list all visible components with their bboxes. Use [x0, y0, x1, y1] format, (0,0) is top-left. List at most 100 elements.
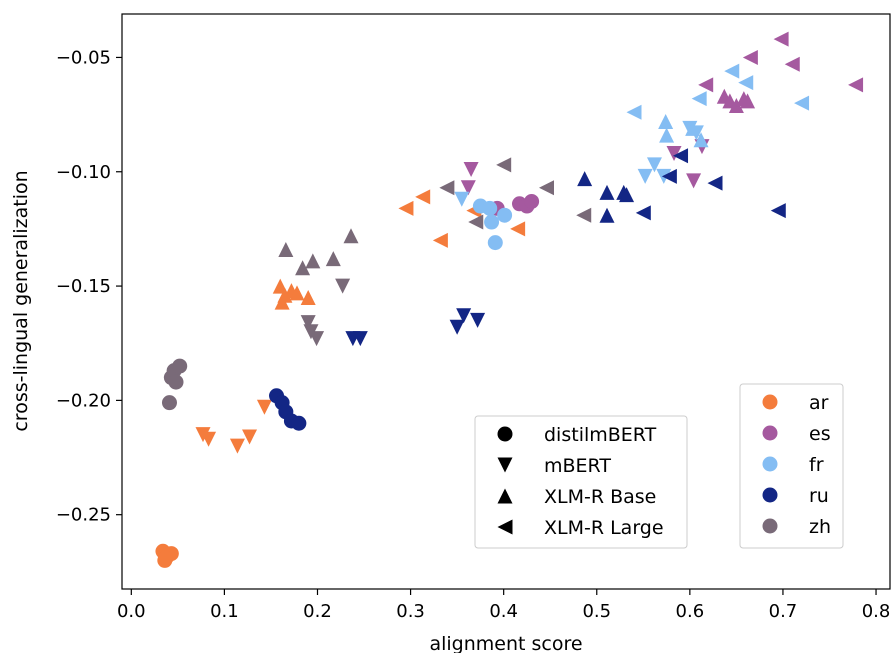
- x-tick-label: 0.6: [676, 601, 705, 622]
- data-point-es-triangle-up: [740, 93, 756, 109]
- data-point-ar-triangle-left: [510, 221, 526, 237]
- model-legend-marker: [497, 488, 513, 504]
- data-point-fr-triangle-up: [659, 127, 675, 143]
- data-point-es-triangle-left: [742, 49, 758, 65]
- data-point-zh-triangle-left: [538, 180, 554, 196]
- y-axis-label: cross-lingual generalization: [10, 170, 32, 431]
- plot-frame: [121, 13, 891, 590]
- language-legend: ar es fr ru zh: [739, 383, 844, 549]
- x-tick-label: 0.5: [582, 601, 611, 622]
- x-axis-ticks: 0.0 0.1 0.2 0.3 0.4 0.5 0.6 0.7 0.8: [117, 589, 890, 622]
- data-point-zh-triangle-down: [309, 331, 325, 347]
- x-tick-label: 0.8: [862, 601, 891, 622]
- data-point-fr-triangle-down: [454, 191, 470, 207]
- data-point-es-triangle-down: [463, 161, 479, 177]
- y-tick-label: −0.10: [56, 162, 111, 183]
- data-point-ar-triangle-down: [256, 399, 272, 415]
- data-point-zh-circle: [168, 374, 184, 390]
- data-point-ru-triangle-up: [577, 171, 593, 187]
- data-point-es-triangle-down: [460, 180, 476, 196]
- data-point-zh-triangle-up: [343, 228, 359, 244]
- language-legend-frame: [739, 383, 844, 549]
- data-point-es-triangle-down: [686, 173, 702, 189]
- model-legend-label: XLM-R Base: [544, 486, 656, 508]
- data-point-ar-triangle-down: [242, 429, 258, 445]
- data-point-ar-triangle-up: [289, 285, 305, 301]
- data-point-ar-triangle-up: [300, 289, 316, 305]
- data-point-fr-triangle-left: [691, 91, 707, 107]
- model-legend: distilmBERT mBERT XLM-R Base XLM-R Large: [474, 415, 688, 549]
- language-legend-marker: [762, 394, 778, 410]
- data-point-zh-circle: [172, 358, 188, 374]
- data-point-fr-triangle-left: [738, 75, 754, 91]
- model-legend-marker: [497, 519, 513, 535]
- data-point-fr-triangle-down: [637, 168, 653, 184]
- data-point-zh-circle: [161, 395, 177, 411]
- data-point-ru-triangle-down: [449, 319, 465, 335]
- data-point-ru-triangle-up: [599, 207, 615, 223]
- data-point-zh-triangle-down: [335, 278, 351, 294]
- data-point-fr-circle: [487, 235, 503, 251]
- data-point-zh-triangle-up: [305, 253, 321, 269]
- data-point-ru-triangle-left: [661, 168, 677, 184]
- data-point-zh-triangle-left: [496, 157, 512, 173]
- data-point-ru-triangle-down: [352, 331, 368, 347]
- data-point-fr-triangle-left: [724, 63, 740, 79]
- data-point-ar-triangle-up: [277, 287, 293, 303]
- data-point-zh-triangle-down: [300, 315, 316, 331]
- data-point-es-triangle-left: [848, 77, 864, 93]
- model-legend-marker: [497, 426, 513, 442]
- x-axis-label: alignment score: [429, 633, 582, 653]
- model-legend-label: mBERT: [544, 455, 611, 477]
- data-point-es-triangle-left: [698, 77, 714, 93]
- data-point-ar-triangle-down: [229, 438, 245, 454]
- y-axis-ticks: −0.05 −0.10 −0.15 −0.20 −0.25: [56, 47, 122, 526]
- data-point-fr-triangle-down: [646, 157, 662, 173]
- y-tick-label: −0.20: [56, 390, 111, 411]
- language-legend-marker: [762, 425, 778, 441]
- data-point-fr-triangle-up: [658, 113, 674, 129]
- x-tick-label: 0.1: [210, 601, 239, 622]
- language-legend-marker: [762, 456, 778, 472]
- data-point-ru-circle: [291, 415, 307, 431]
- data-point-ar-triangle-left: [398, 200, 414, 216]
- language-legend-label: zh: [809, 516, 831, 538]
- y-tick-label: −0.25: [56, 505, 111, 526]
- data-point-zh-triangle-left: [576, 207, 592, 223]
- data-point-es-circle: [524, 193, 540, 209]
- model-legend-label: distilmBERT: [544, 424, 657, 446]
- data-point-fr-circle: [482, 200, 498, 216]
- data-point-ar-circle: [158, 550, 174, 566]
- data-point-ru-triangle-left: [673, 148, 689, 164]
- data-point-ru-triangle-left: [707, 175, 723, 191]
- data-point-fr-triangle-up: [685, 120, 701, 136]
- data-point-es-triangle-down: [666, 145, 682, 161]
- data-point-fr-triangle-left: [626, 104, 642, 120]
- x-tick-label: 0.0: [117, 601, 146, 622]
- data-point-ar-triangle-left: [432, 232, 448, 248]
- data-point-ru-triangle-up: [599, 184, 615, 200]
- data-point-ru-triangle-left: [770, 203, 786, 219]
- x-tick-label: 0.3: [396, 601, 425, 622]
- data-point-ar-triangle-down: [201, 431, 217, 447]
- y-tick-label: −0.05: [56, 47, 111, 68]
- language-legend-marker: [762, 518, 778, 534]
- model-legend-marker: [497, 457, 513, 473]
- data-point-ru-triangle-up: [619, 187, 635, 203]
- x-tick-label: 0.7: [769, 601, 798, 622]
- data-point-fr-circle: [497, 207, 513, 223]
- data-point-zh-triangle-left: [468, 214, 484, 230]
- model-legend-frame: [474, 415, 688, 549]
- data-point-zh-triangle-left: [439, 180, 455, 196]
- data-point-ar-triangle-left: [415, 189, 431, 205]
- data-point-fr-triangle-up: [693, 132, 709, 148]
- data-point-es-triangle-up: [728, 97, 744, 113]
- y-tick-label: −0.15: [56, 276, 111, 297]
- data-point-ru-triangle-left: [635, 205, 651, 221]
- data-point-fr-triangle-left: [794, 95, 810, 111]
- data-point-zh-triangle-up: [278, 241, 294, 257]
- language-legend-marker: [762, 487, 778, 503]
